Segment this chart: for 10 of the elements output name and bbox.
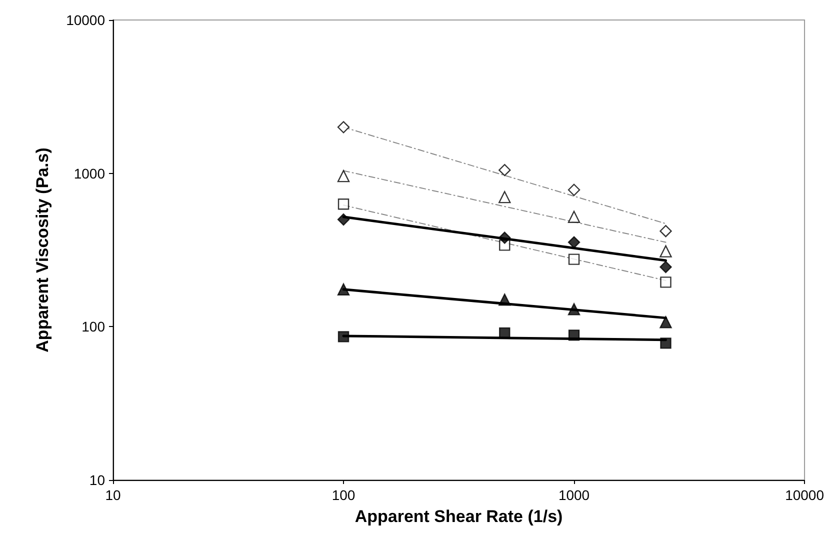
x-tick-label: 10000: [785, 487, 824, 503]
x-tick-label: 100: [332, 487, 356, 503]
y-tick-label: 1000: [74, 165, 106, 182]
y-axis-title: Apparent Viscosity (Pa.s): [33, 148, 52, 352]
x-axis-title: Apparent Shear Rate (1/s): [354, 507, 563, 526]
y-tick-label: 100: [82, 318, 106, 335]
x-tick-label: 1000: [558, 487, 590, 503]
y-tick-label: 10: [89, 472, 106, 488]
y-tick-label: 10000: [66, 12, 106, 28]
x-tick-label: 10: [105, 487, 121, 503]
